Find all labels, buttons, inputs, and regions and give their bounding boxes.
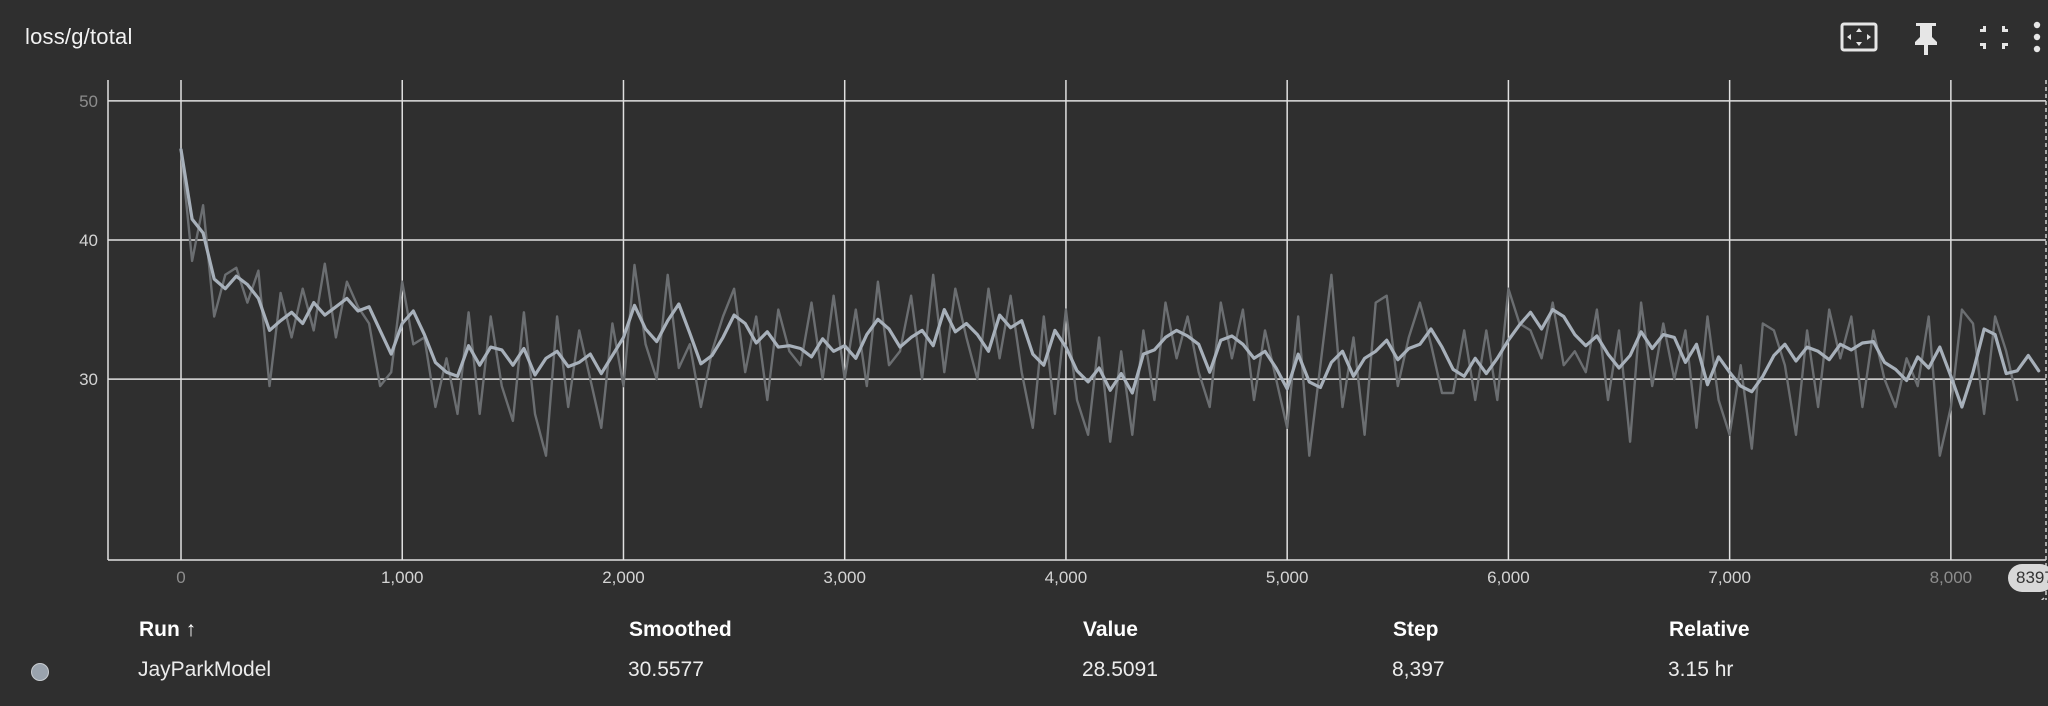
run-color-dot [31,663,49,681]
x-tick-label: 0 [176,568,185,587]
x-tick-label: 4,000 [1045,568,1088,587]
header-run[interactable]: Run ↑ [139,618,197,641]
fit-domain-icon [1840,22,1878,52]
smoothed-series [179,148,2041,409]
cell-value: 28.5091 [1082,658,1158,681]
pin-button[interactable] [1904,18,1948,58]
x-tick-label: 8,000 [1930,568,1973,587]
line-chart[interactable]: 0 1,000 2,000 3,000 4,000 5,000 6,000 7,000 8,00… [0,0,2048,600]
more-options-button[interactable] [2026,18,2048,58]
y-tick-label: 30 [79,370,98,389]
fit-domain-button[interactable] [1838,18,1882,58]
cell-run: JayParkModel [138,658,272,681]
card-title: loss/g/total [25,24,133,49]
smoothed-series-line [179,148,2041,409]
cell-step: 8,397 [1392,658,1445,681]
x-axis: 0 1,000 2,000 3,000 4,000 5,000 6,000 7,000 8,00… [176,568,1972,587]
y-tick-label: 40 [79,231,98,250]
more-vert-icon [2033,21,2041,53]
header-value[interactable]: Value [1083,618,1138,641]
x-tick-label: 3,000 [823,568,866,587]
header-step[interactable]: Step [1393,618,1439,641]
cell-smoothed: 30.5577 [628,658,704,681]
hover-step-label: 8397 [2008,564,2048,592]
x-tick-label: 1,000 [381,568,424,587]
resize-handle-icon[interactable] [2034,597,2045,600]
x-tick-label: 6,000 [1487,568,1530,587]
y-axis: 30 40 50 [79,92,98,389]
raw-series [179,148,2019,457]
pin-icon [1915,23,1937,55]
x-tick-label: 7,000 [1708,568,1751,587]
header-relative[interactable]: Relative [1669,618,1750,641]
x-tick-label: 5,000 [1266,568,1309,587]
header-smoothed[interactable]: Smoothed [629,618,732,641]
raw-series-line [179,148,2019,457]
x-tick-label: 2,000 [602,568,645,587]
y-tick-label: 50 [79,92,98,111]
cell-relative: 3.15 hr [1668,658,1734,681]
